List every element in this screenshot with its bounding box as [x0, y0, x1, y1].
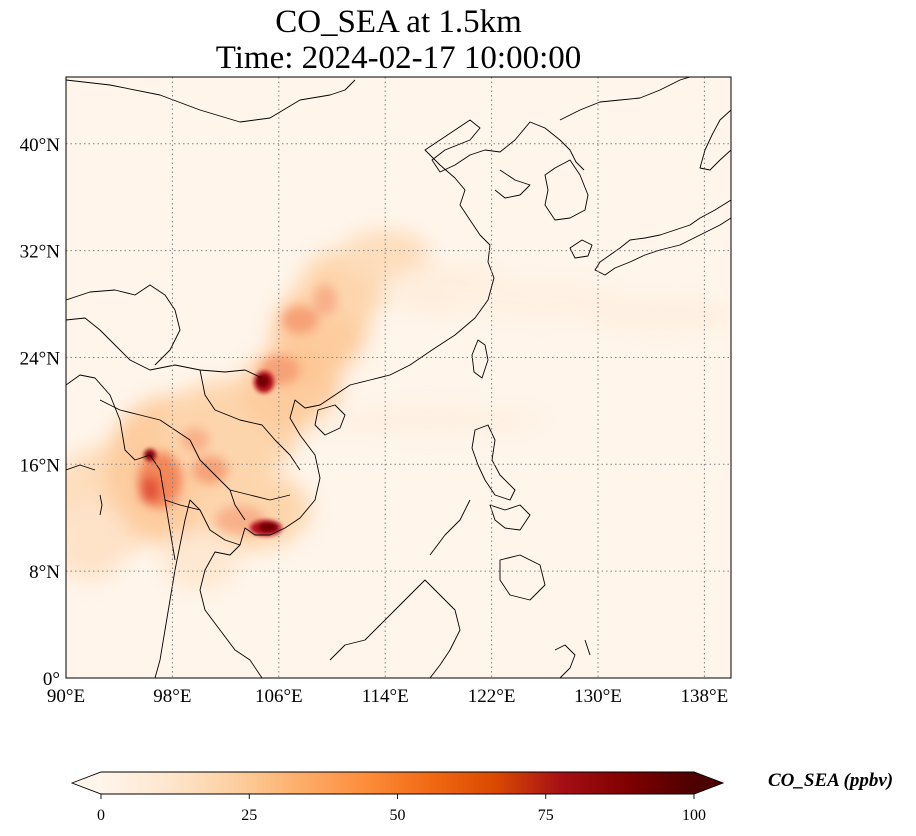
- colorbar-tick-label: 75: [538, 807, 554, 824]
- latitude-tick-label: 0°: [43, 669, 60, 690]
- coastlines: [66, 77, 731, 678]
- map-background: [66, 77, 731, 678]
- latitude-tick-label: 32°N: [20, 242, 61, 263]
- longitude-tick-label: 98°E: [153, 686, 191, 707]
- map-frame: [65, 76, 732, 679]
- map-subtitle-time: Time: 2024-02-17 10:00:00: [215, 40, 582, 76]
- philippines-coast: [471, 424, 546, 601]
- longitude-tick-label: 138°E: [681, 686, 729, 707]
- gridlines: [66, 77, 731, 678]
- colorbar: 0 25 50 75 100: [70, 771, 725, 824]
- longitude-tick-label: 114°E: [362, 686, 409, 707]
- japan-coast: [594, 199, 731, 276]
- latitude-tick-labels: 0° 8°N 16°N 24°N 32°N 40°N: [20, 135, 61, 690]
- borneo-coast: [329, 579, 461, 678]
- longitude-tick-label: 130°E: [574, 686, 622, 707]
- colorbar-extend-min-arrow: [72, 772, 101, 794]
- latitude-tick-label: 24°N: [20, 348, 61, 369]
- longitude-tick-label: 122°E: [468, 686, 516, 707]
- latitude-tick-label: 40°N: [20, 135, 61, 156]
- taiwan-coast: [471, 339, 489, 379]
- latitude-tick-label: 16°N: [20, 455, 61, 476]
- colorbar-extend-max-arrow: [694, 772, 723, 794]
- hainan-coast: [314, 404, 346, 436]
- longitude-tick-label: 90°E: [47, 686, 85, 707]
- mainland-coastline: [199, 119, 585, 678]
- colorbar-tick-label: 25: [241, 807, 257, 824]
- longitude-tick-label: 106°E: [255, 686, 303, 707]
- colorbar-label: CO_SEA (ppbv): [768, 770, 894, 791]
- colorbar-gradient: [101, 772, 694, 794]
- latitude-tick-label: 8°N: [29, 562, 60, 583]
- map-title: CO_SEA at 1.5km: [275, 4, 522, 40]
- colorbar-tick-label: 50: [390, 807, 406, 824]
- concentration-field: [66, 230, 731, 590]
- colorbar-tick-label: 0: [97, 807, 105, 824]
- colorbar-tick-label: 100: [682, 807, 706, 824]
- longitude-tick-labels: 90°E 98°E 106°E 114°E 122°E 130°E 138°E: [47, 686, 728, 707]
